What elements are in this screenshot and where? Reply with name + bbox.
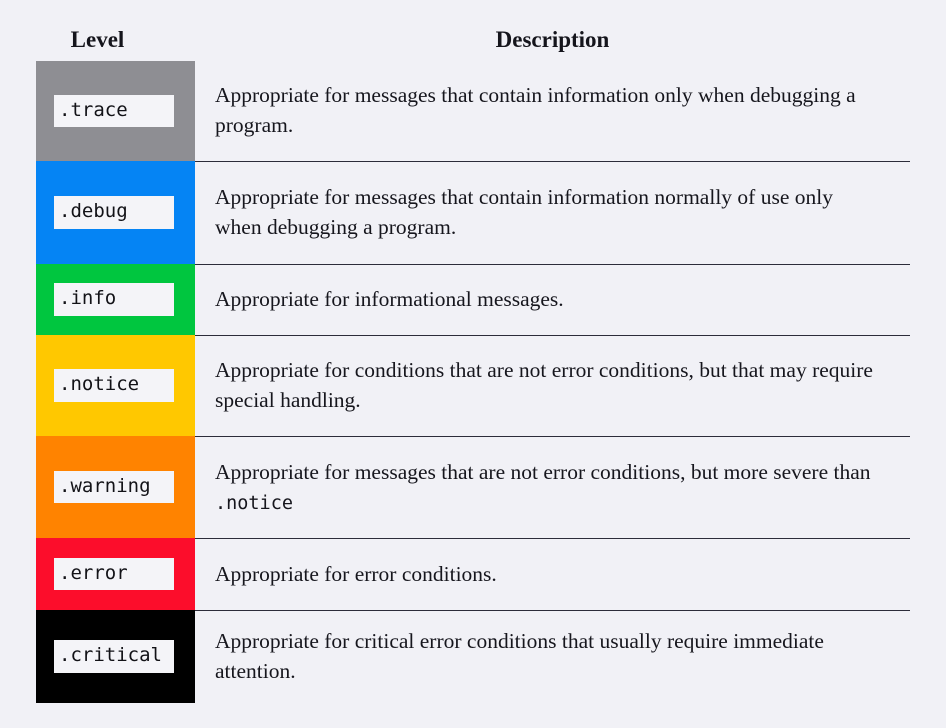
level-color-swatch: .critical <box>36 610 195 703</box>
table-row: .debug Appropriate for messages that cont… <box>0 161 946 264</box>
level-badge: .error <box>54 557 174 591</box>
inline-code: .notice <box>215 492 293 514</box>
column-header-level: Level <box>70 27 125 52</box>
table-row: .info Appropriate for informational messa… <box>0 264 946 335</box>
level-cell: .debug <box>0 161 195 264</box>
description-cell: Appropriate for messages that contain in… <box>195 61 910 161</box>
description-cell: Appropriate for messages that are not er… <box>195 436 910 538</box>
table-row: .notice Appropriate for conditions that a… <box>0 335 946 436</box>
level-badge: .info <box>54 283 174 316</box>
description-text: Appropriate for conditions that are not … <box>215 358 873 412</box>
level-cell: .warning <box>0 436 195 538</box>
table-row: .critical Appropriate for critical error … <box>0 610 946 703</box>
level-cell: .info <box>0 264 195 335</box>
level-badge: .critical <box>54 640 174 673</box>
description-text: Appropriate for informational messages. <box>215 287 564 312</box>
level-cell: .critical <box>0 610 195 703</box>
description-cell: Appropriate for informational messages. <box>195 264 910 335</box>
table-header-row: Level Description <box>0 0 946 61</box>
description-cell: Appropriate for conditions that are not … <box>195 335 910 436</box>
level-color-swatch: .debug <box>36 161 195 264</box>
level-color-swatch: .info <box>36 264 195 335</box>
description-text: Appropriate for error conditions. <box>215 561 497 586</box>
table-row: .error Appropriate for error conditions. <box>0 538 946 610</box>
description-text: Appropriate for critical error condition… <box>215 629 824 683</box>
level-cell: .error <box>0 538 195 610</box>
table-body: .trace Appropriate for messages that cont… <box>0 61 946 703</box>
table-row: .warning Appropriate for messages that ar… <box>0 436 946 538</box>
level-badge: .warning <box>54 470 174 504</box>
column-header-description: Description <box>495 27 610 52</box>
description-cell: Appropriate for critical error condition… <box>195 610 910 703</box>
level-cell: .trace <box>0 61 195 161</box>
level-color-swatch: .trace <box>36 61 195 161</box>
description-text: Appropriate for messages that contain in… <box>215 185 833 239</box>
description-text: Appropriate for messages that contain in… <box>215 83 856 137</box>
level-color-swatch: .error <box>36 538 195 610</box>
level-cell: .notice <box>0 335 195 436</box>
description-cell: Appropriate for messages that contain in… <box>195 161 910 264</box>
description-cell: Appropriate for error conditions. <box>195 538 910 610</box>
level-color-swatch: .notice <box>36 335 195 436</box>
level-color-swatch: .warning <box>36 436 195 538</box>
table-row: .trace Appropriate for messages that cont… <box>0 61 946 161</box>
description-text: Appropriate for messages that are not er… <box>215 459 871 514</box>
level-badge: .notice <box>54 369 174 402</box>
level-badge: .trace <box>54 94 174 128</box>
level-badge: .debug <box>54 196 174 229</box>
